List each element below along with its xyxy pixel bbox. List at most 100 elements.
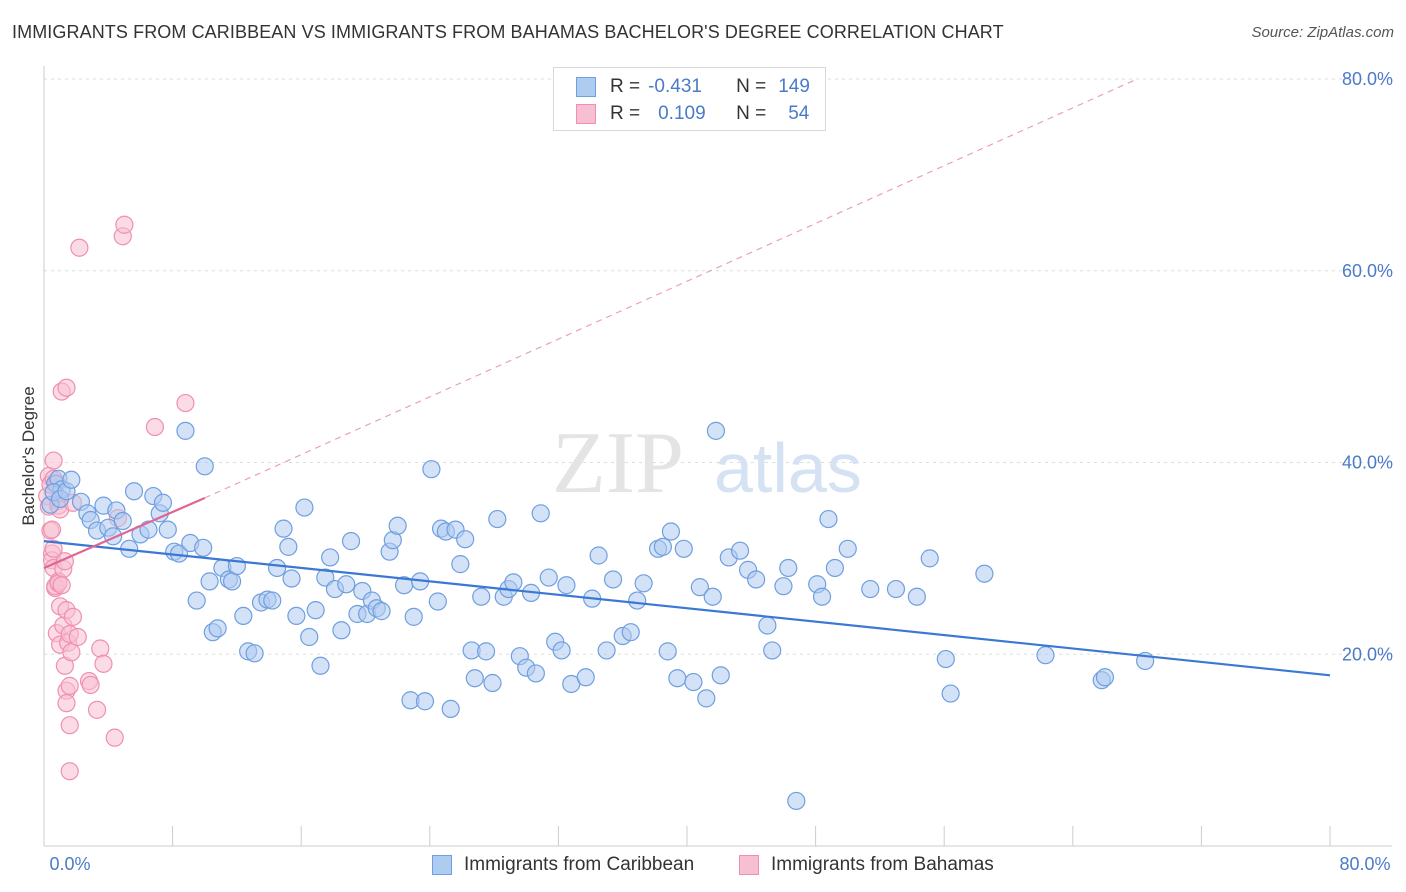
data-point [451,555,470,574]
data-point [936,649,955,669]
data-point [311,656,330,675]
data-point [576,668,595,687]
data-point [907,587,926,606]
legend-item-bahamas: Immigrants from Bahamas [739,852,994,878]
data-point [60,716,79,735]
points-caribbean [41,421,1155,811]
legend-label-bahamas: Immigrants from Bahamas [771,854,994,875]
x-tick-label-min: 0.0% [49,854,90,874]
r-value-caribbean: -0.431 [648,76,702,97]
data-point [44,539,63,558]
data-point [60,762,79,781]
data-point [68,627,87,647]
data-point [730,541,750,560]
legend-swatch-bahamas [576,104,596,124]
r-value-bahamas: 0.109 [658,103,706,124]
data-point [63,607,83,626]
data-point [886,579,906,599]
data-point [263,591,282,610]
data-point [628,591,647,610]
n-label: N = [736,76,767,97]
data-point [476,642,496,661]
y-tick-label: 80.0% [1342,69,1393,89]
data-point [819,509,838,529]
data-point [81,675,100,695]
legend-row-bahamas: R = 0.109 N = 54 [576,101,809,127]
data-point [483,673,502,693]
data-point [539,568,558,587]
data-point [661,522,681,541]
data-point [711,666,730,685]
data-point [57,378,76,397]
data-point [653,537,672,556]
data-point [208,619,227,638]
y-tick-label: 20.0% [1342,644,1393,664]
data-point [57,694,76,713]
trend-line-caribbean [43,540,1331,677]
data-point [415,692,435,711]
data-point [60,676,79,695]
data-point [153,493,173,512]
legend-swatch-caribbean [576,77,596,97]
r-label: R = [610,103,641,124]
data-point [589,546,608,565]
trend-line-bahamas-dashed [204,78,1138,499]
data-point [332,621,351,640]
data-point [697,689,716,708]
data-point [388,516,407,535]
data-point [779,558,798,578]
data-point [557,576,576,595]
data-point [306,601,325,620]
data-point [62,643,81,662]
x-tick-label-max: 80.0% [1339,854,1390,874]
data-point [488,509,507,529]
data-point [668,669,687,688]
watermark-zip: ZIP [552,415,684,512]
legend-item-caribbean: Immigrants from Caribbean [432,852,694,878]
data-point [763,641,782,660]
data-point [861,579,880,599]
data-point [658,642,677,661]
data-point [279,537,298,556]
data-point [115,215,134,234]
data-point [674,539,693,558]
n-value-caribbean: 149 [778,76,810,97]
data-point [341,532,361,551]
data-point [1095,668,1115,687]
data-point [747,570,766,589]
y-tick-label: 40.0% [1342,453,1393,473]
r-label: R = [610,76,641,97]
data-point [91,639,110,658]
data-point [684,672,703,692]
legend-swatch-caribbean [432,855,452,875]
data-point [234,606,253,626]
source-credit: Source: ZipAtlas.com [1251,24,1394,41]
data-point [113,511,132,531]
n-value-bahamas: 54 [788,103,810,124]
data-point [145,417,165,437]
data-point [70,238,89,257]
data-point [758,616,777,635]
data-point [690,578,709,597]
data-point [222,572,242,591]
data-point [87,700,107,719]
data-point [703,587,722,606]
data-point [774,577,793,596]
data-point [194,538,213,557]
data-point [44,451,63,470]
data-point [838,539,857,558]
chart-title: IMMIGRANTS FROM CARIBBEAN VS IMMIGRANTS … [12,22,1004,42]
data-point [597,641,616,660]
data-point [337,575,356,594]
data-point [124,482,144,501]
data-point [372,602,391,621]
n-label: N = [736,103,767,124]
data-point [825,558,844,578]
data-point [422,460,441,479]
trend-line-bahamas-extended [204,78,1138,499]
data-point [52,576,71,595]
axes [43,66,1392,847]
data-point [472,587,491,606]
legend-swatch-bahamas [739,855,759,875]
watermark-atlas: atlas [714,429,862,507]
